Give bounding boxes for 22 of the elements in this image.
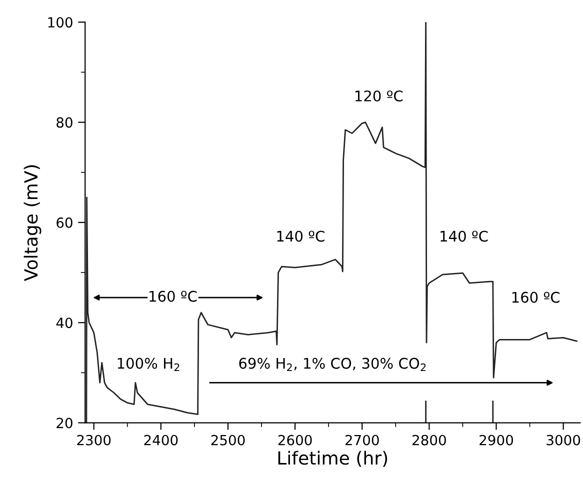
annotation: 160 ºC: [512, 292, 560, 303]
x-tick-label: 2900: [480, 434, 513, 446]
y-tick-label: 100: [48, 17, 72, 28]
x-tick-label: 3000: [546, 434, 580, 446]
x-tick-label: 2600: [278, 434, 312, 446]
y-tick-label: 60: [56, 217, 72, 228]
x-tick-label: 2300: [77, 434, 111, 446]
annotation: 69% H$_{2}$, 1% CO, 30% CO$_{2}$: [239, 358, 426, 372]
x-tick-label: 2500: [211, 434, 245, 446]
annotation: 140 ºC: [440, 230, 488, 242]
annotation: 100% H$_{2}$: [118, 358, 180, 372]
y-tick-label: 40: [56, 318, 72, 328]
annotation: 160 ºC: [150, 290, 197, 302]
x-tick-label: 2700: [345, 434, 379, 446]
x-tick-label: 2800: [412, 434, 446, 446]
x-axis-title: Lifetime (hr): [278, 450, 388, 467]
y-tick-label: 80: [56, 117, 72, 128]
y-axis-title: Voltage (mV): [24, 165, 42, 282]
y-tick-label: 20: [56, 418, 72, 428]
annotation: 140 ºC: [277, 230, 324, 242]
annotation: 120 ºC: [355, 90, 403, 102]
x-tick-label: 2400: [144, 434, 178, 446]
